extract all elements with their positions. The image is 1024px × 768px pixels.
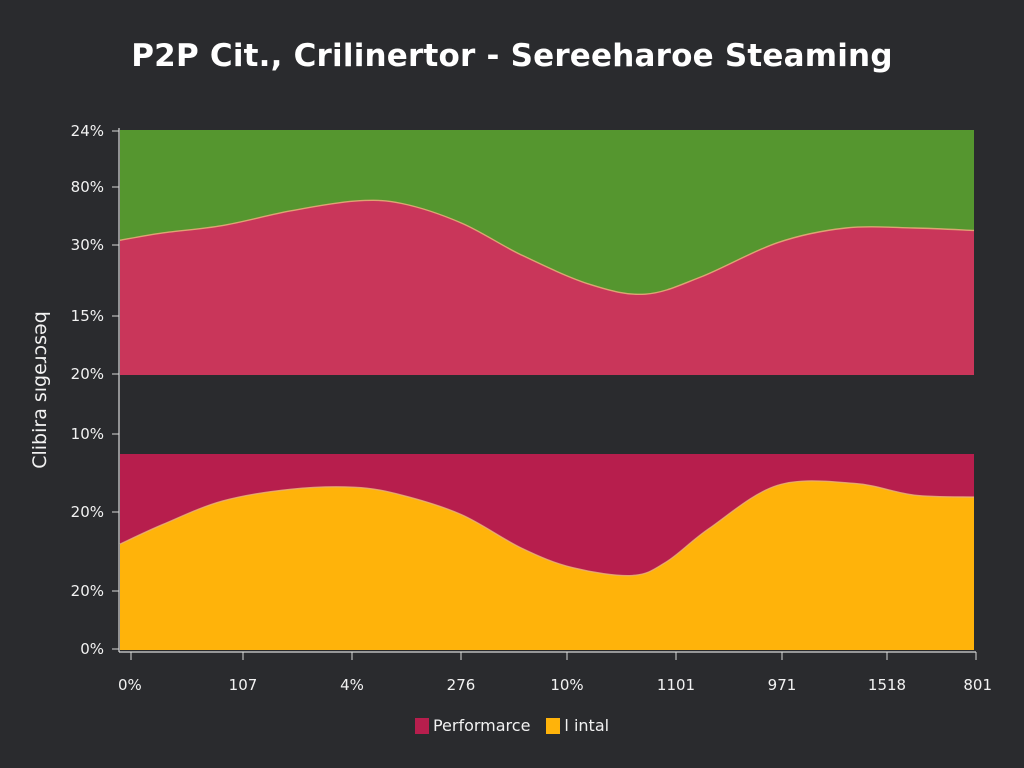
x-tick-label-5: 1101	[657, 676, 695, 694]
legend: Performarce l intal	[0, 716, 1024, 735]
legend-item-intal: l intal	[546, 716, 609, 735]
chart-title: P2P Cit., Crilinertor - Sereeharoe Steam…	[131, 38, 893, 74]
legend-item-performance: Performarce	[414, 716, 531, 735]
y-tick-label-7: 20%	[71, 582, 104, 600]
legend-swatch-intal	[546, 717, 561, 734]
legend-label-intal: l intal	[564, 716, 610, 735]
x-tick-label-6: 971	[768, 676, 797, 694]
x-tick-label-2: 4%	[340, 676, 364, 694]
y-tick-label-1: 80%	[71, 178, 104, 196]
y-tick-label-4: 20%	[71, 365, 104, 383]
panel-1-series-1-line	[119, 480, 975, 577]
legend-swatch-performance	[414, 717, 429, 734]
legend-label-performance: Performarce	[432, 716, 531, 735]
y-axis-label: Clibira sıgeɹɔsəq	[29, 311, 51, 469]
x-tick-label-7: 1518	[868, 676, 906, 694]
x-tick-label-0: 0%	[118, 676, 142, 694]
panel-1-series-1-area	[120, 480, 974, 650]
y-tick-label-0: 24%	[71, 122, 104, 140]
y-tick-label-5: 10%	[71, 425, 104, 443]
x-tick-label-1: 107	[229, 676, 258, 694]
x-tick-label-8: 801	[963, 676, 992, 694]
x-tick-label-3: 276	[447, 676, 476, 694]
y-tick-label-6: 20%	[71, 503, 104, 521]
panel-0-series-0-line	[119, 199, 975, 296]
panel-0-series-0-area	[120, 200, 974, 375]
y-tick-label-2: 30%	[71, 236, 104, 254]
y-tick-label-3: 15%	[71, 307, 104, 325]
y-tick-label-8: 0%	[80, 640, 104, 658]
x-tick-label-4: 10%	[550, 676, 583, 694]
